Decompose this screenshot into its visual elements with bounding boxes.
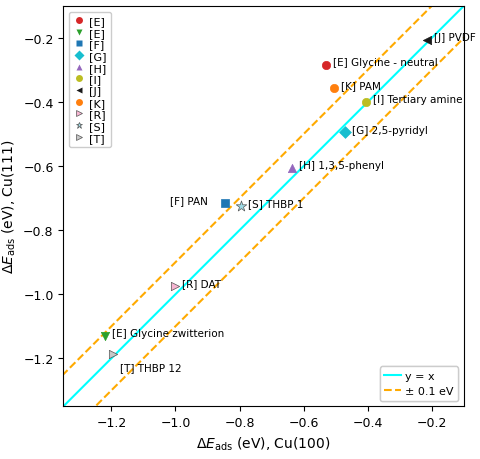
- Legend: y = x, ± 0.1 eV: y = x, ± 0.1 eV: [380, 367, 458, 401]
- Point: [288, 165, 296, 172]
- Text: [J] PVDF: [J] PVDF: [434, 33, 476, 43]
- Text: [T] THBP 12: [T] THBP 12: [120, 363, 181, 373]
- Text: [G] 2,5-pyridyl: [G] 2,5-pyridyl: [352, 125, 428, 135]
- Y-axis label: $\Delta E_{\mathrm{ads}}$ (eV), Cu(111): $\Delta E_{\mathrm{ads}}$ (eV), Cu(111): [0, 140, 18, 274]
- Text: [H] 1,3,5-phenyl: [H] 1,3,5-phenyl: [300, 161, 384, 171]
- Point: [109, 350, 117, 358]
- Text: [I] Tertiary amine: [I] Tertiary amine: [373, 95, 463, 105]
- Text: [E] Glycine - neutral: [E] Glycine - neutral: [333, 58, 438, 68]
- X-axis label: $\Delta E_{\mathrm{ads}}$ (eV), Cu(100): $\Delta E_{\mathrm{ads}}$ (eV), Cu(100): [196, 435, 331, 452]
- Point: [101, 332, 109, 340]
- Point: [341, 129, 349, 137]
- Text: [F] PAN: [F] PAN: [169, 196, 207, 206]
- Point: [322, 62, 330, 70]
- Point: [221, 200, 229, 207]
- Text: [R] DAT: [R] DAT: [182, 279, 221, 289]
- Text: [K] PAM: [K] PAM: [341, 81, 381, 91]
- Text: [E] Glycine zwitterion: [E] Glycine zwitterion: [112, 328, 224, 338]
- Text: [S] THBP 1: [S] THBP 1: [248, 199, 303, 209]
- Point: [171, 283, 179, 290]
- Point: [362, 99, 370, 106]
- Point: [423, 37, 431, 44]
- Point: [237, 203, 245, 210]
- Point: [330, 85, 338, 92]
